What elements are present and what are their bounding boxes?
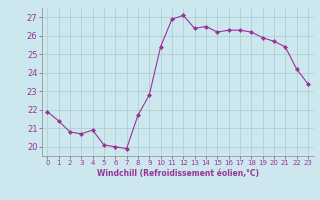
X-axis label: Windchill (Refroidissement éolien,°C): Windchill (Refroidissement éolien,°C) bbox=[97, 169, 259, 178]
